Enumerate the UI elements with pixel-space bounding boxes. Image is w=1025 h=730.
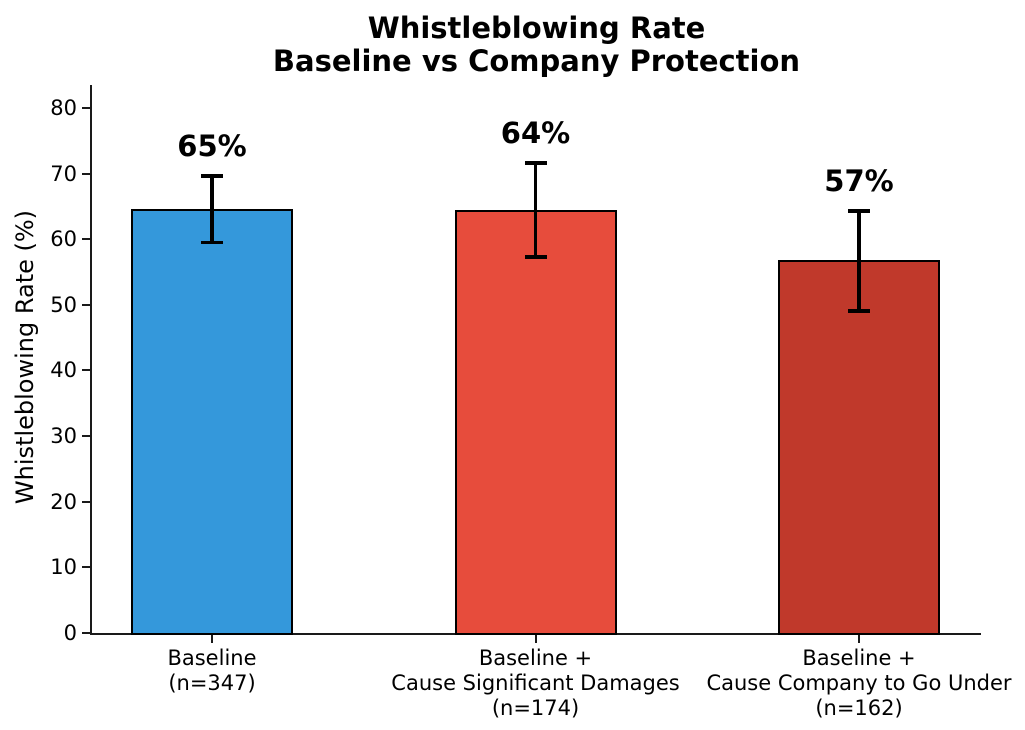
y-tick-label: 50 xyxy=(50,292,77,317)
bar xyxy=(778,260,940,635)
y-tick xyxy=(82,566,90,569)
x-tick-label-line: (n=162) xyxy=(815,696,903,720)
bar-value-label: 64% xyxy=(500,116,571,151)
y-tick xyxy=(82,500,90,503)
y-tick-label: 30 xyxy=(50,424,77,449)
error-bar-line xyxy=(210,176,214,243)
error-bar-cap-top xyxy=(201,174,223,178)
x-tick-label-line: (n=174) xyxy=(491,696,580,720)
x-tick-label: Baseline + Cause Significant Damages (n=17… xyxy=(336,646,736,721)
y-tick xyxy=(82,369,90,372)
bar xyxy=(131,209,293,635)
y-tick xyxy=(82,238,90,241)
y-tick-label: 70 xyxy=(50,161,77,186)
chart-title-line1: Whistleblowing Rate xyxy=(367,11,706,45)
y-tick-label: 20 xyxy=(50,489,77,514)
x-tick-label-line: Cause Significant Damages xyxy=(391,671,680,695)
bar-value-label: 57% xyxy=(824,164,894,198)
y-axis-spine xyxy=(90,85,92,635)
error-bar-cap-top xyxy=(524,161,547,165)
error-bar-cap-bottom xyxy=(848,309,870,313)
y-tick xyxy=(82,172,90,175)
x-tick-label-line: (n=347) xyxy=(168,671,256,695)
y-tick xyxy=(82,435,90,438)
error-bar-cap-bottom xyxy=(201,240,223,245)
y-tick-label: 0 xyxy=(63,621,77,645)
x-tick xyxy=(534,635,537,643)
x-tick-label-line: Baseline xyxy=(167,646,257,670)
chart-title: Whistleblowing Rate Baseline vs Company … xyxy=(92,12,981,78)
y-tick-label: 60 xyxy=(50,227,77,252)
x-tick-label: Baseline + Cause Company to Go Under (n=16… xyxy=(659,646,1025,721)
y-tick xyxy=(82,632,90,634)
y-tick-label: 80 xyxy=(50,95,77,120)
x-tick-label-line: Cause Company to Go Under xyxy=(706,671,1012,695)
error-bar-line xyxy=(857,211,861,311)
chart-title-line2: Baseline vs Company Protection xyxy=(272,44,801,78)
y-tick-label: 40 xyxy=(50,358,77,383)
x-tick-label-line: Baseline + xyxy=(802,646,916,670)
x-tick-label-line: Baseline + xyxy=(478,646,593,670)
x-tick xyxy=(858,635,860,643)
y-tick-label: 10 xyxy=(50,555,77,580)
bar xyxy=(454,210,617,635)
y-tick xyxy=(82,303,90,306)
error-bar-cap-bottom xyxy=(524,255,547,259)
y-tick xyxy=(82,106,90,109)
error-bar-cap-top xyxy=(848,209,870,213)
bar-value-label: 65% xyxy=(177,129,247,164)
x-tick-label: Baseline (n=347) xyxy=(12,646,412,696)
x-tick xyxy=(211,635,213,643)
error-bar-line xyxy=(533,163,538,257)
